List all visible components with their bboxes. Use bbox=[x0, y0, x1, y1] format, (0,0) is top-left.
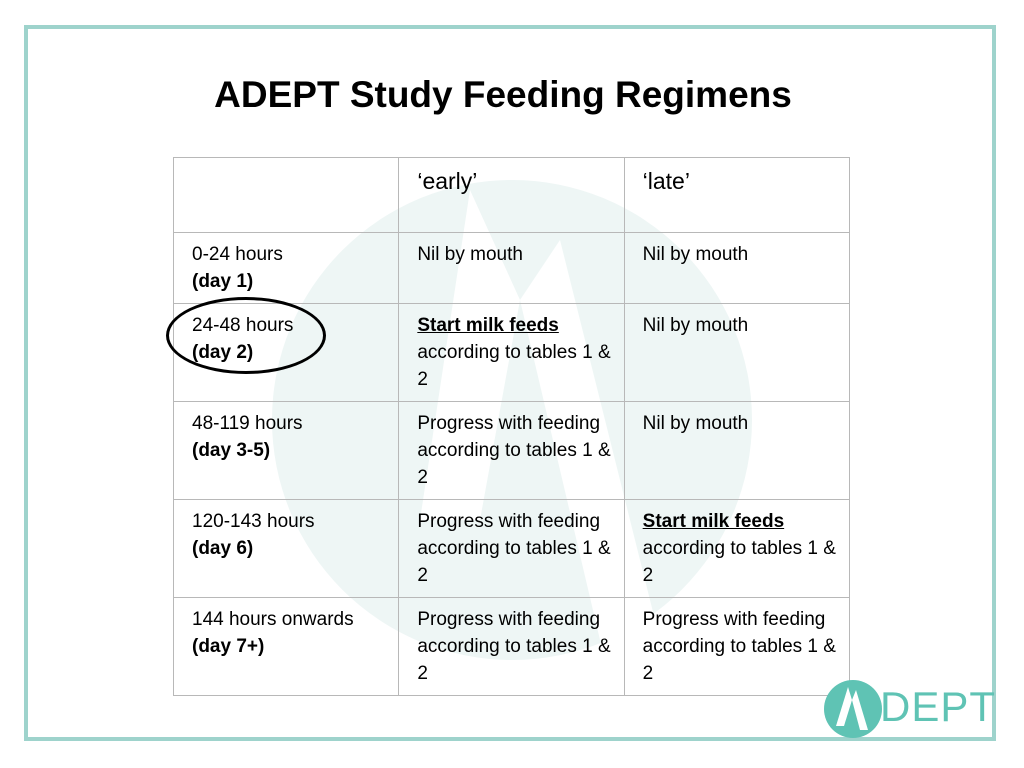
time-cell: 0-24 hours (day 1) bbox=[172, 232, 400, 304]
logo-text: DEPT bbox=[880, 683, 997, 730]
time-cell: 144 hours onwards (day 7+) bbox=[172, 597, 400, 696]
late-cell: Nil by mouth bbox=[623, 303, 851, 402]
table-row: 48-119 hours (day 3-5) Progress with fee… bbox=[172, 401, 851, 500]
day-label: (day 1) bbox=[192, 271, 254, 292]
time-cell: 120-143 hours (day 6) bbox=[172, 499, 400, 598]
late-cell: Nil by mouth bbox=[623, 401, 851, 500]
table-row: 144 hours onwards (day 7+) Progress with… bbox=[172, 597, 851, 696]
time-label: 120-143 hours bbox=[192, 511, 315, 532]
adept-a-logo-icon bbox=[824, 680, 882, 738]
late-cell-text: according to tables 1 & 2 bbox=[642, 538, 836, 586]
table-row: 0-24 hours (day 1) Nil by mouth Nil by m… bbox=[172, 232, 851, 304]
day-label: (day 7+) bbox=[192, 636, 265, 657]
early-cell-text: according to tables 1 & 2 bbox=[417, 342, 611, 390]
start-milk-feeds-label: Start milk feeds bbox=[642, 511, 785, 532]
day-label: (day 3-5) bbox=[192, 440, 271, 461]
early-cell: Progress with feeding according to table… bbox=[398, 499, 625, 598]
time-cell: 48-119 hours (day 3-5) bbox=[172, 401, 400, 500]
early-cell: Nil by mouth bbox=[398, 232, 625, 304]
slide-frame bbox=[24, 25, 996, 741]
table-row: 120-143 hours (day 6) Progress with feed… bbox=[172, 499, 851, 598]
slide-title: ADEPT Study Feeding Regimens bbox=[214, 74, 792, 115]
header-early: ‘early’ bbox=[398, 157, 625, 233]
adept-logo: DEPT bbox=[822, 678, 997, 740]
time-label: 48-119 hours bbox=[192, 413, 303, 434]
start-milk-feeds-label: Start milk feeds bbox=[417, 315, 559, 336]
day-label: (day 6) bbox=[192, 538, 254, 559]
table-header-row: ‘early’ ‘late’ bbox=[172, 157, 851, 233]
time-label: 144 hours onwards bbox=[192, 609, 354, 630]
late-cell: Start milk feeds according to tables 1 &… bbox=[623, 499, 851, 598]
header-late: ‘late’ bbox=[623, 157, 851, 233]
time-label: 0-24 hours bbox=[192, 244, 283, 265]
header-blank bbox=[172, 157, 400, 233]
highlight-circle bbox=[166, 297, 326, 374]
feeding-regimens-table: ‘early’ ‘late’ 0-24 hours (day 1) Nil by… bbox=[172, 157, 851, 696]
late-cell: Progress with feeding according to table… bbox=[623, 597, 851, 696]
early-cell: Progress with feeding according to table… bbox=[398, 401, 625, 500]
early-cell: Progress with feeding according to table… bbox=[398, 597, 625, 696]
late-cell: Nil by mouth bbox=[623, 232, 851, 304]
early-cell: Start milk feeds according to tables 1 &… bbox=[398, 303, 625, 402]
